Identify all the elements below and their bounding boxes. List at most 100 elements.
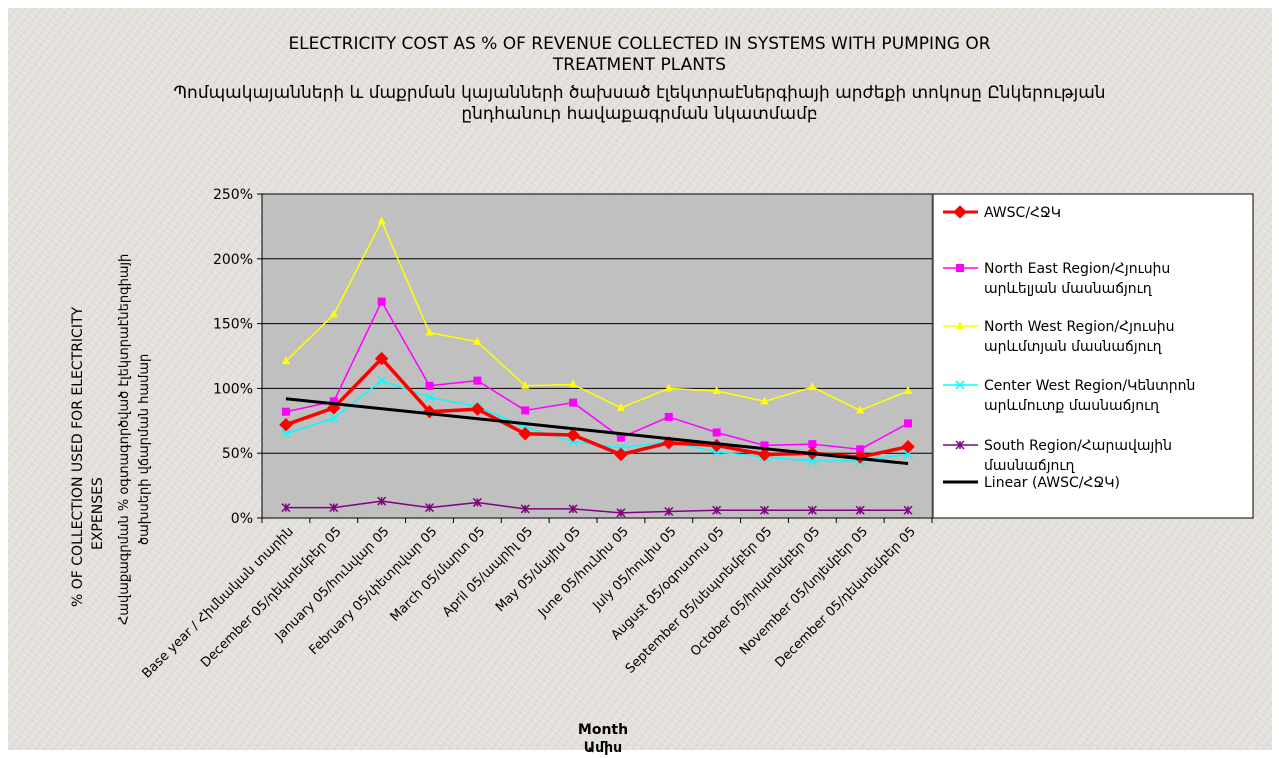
data-point-square: [760, 441, 769, 450]
data-point-square: [377, 297, 386, 306]
data-point-square: [712, 428, 721, 437]
y-axis-label-line-3: Հավաքագրման % օգտագործված էլեկտրաէներգիա…: [117, 254, 132, 625]
data-point-diamond: [279, 417, 293, 432]
y-tick-label: 100%: [213, 381, 253, 397]
legend-label: արևելյան մասնաճյուղ: [984, 281, 1153, 297]
legend-label: արևմուտք մասնաճյուղ: [984, 398, 1160, 414]
x-tick-label: May 05/մայիս 05: [493, 524, 584, 615]
grid-lines: [257, 193, 933, 523]
y-axis-label-line-1: % OF COLLECTION USED FOR ELECTRICITY: [70, 306, 86, 607]
legend-entry: North West Region/Հյուսիս արևմտյան մասնաճ…: [943, 319, 1175, 355]
data-point-star: [472, 497, 482, 507]
series-layer: [279, 216, 915, 518]
data-point-x: [424, 392, 435, 403]
legend-label: South Region/Հարավային: [984, 438, 1172, 454]
x-tick-label: July 05/հուլիս 05: [590, 524, 680, 614]
legend-label: արևմտյան մասնաճյուղ: [984, 339, 1163, 355]
trendline: [285, 397, 909, 466]
data-point-diamond: [757, 447, 772, 462]
data-point-square: [569, 398, 578, 407]
plot-area: [261, 193, 933, 519]
data-point-diamond: [566, 428, 580, 442]
data-point-triangle: [808, 382, 817, 391]
data-point-star: [377, 496, 387, 506]
data-point-star: [329, 503, 339, 513]
data-point-square: [473, 376, 482, 385]
y-axis-label-line-4: ծախսերի վճարման համար: [137, 354, 152, 545]
chart-title-line-1: ELECTRICITY COST AS % OF REVENUE COLLECT…: [288, 34, 991, 54]
data-point-square: [904, 419, 913, 428]
data-point-square: [856, 445, 865, 454]
legend-label: North East Region/Հյուսիս: [984, 261, 1170, 277]
legend-box: [932, 193, 1254, 519]
y-axis-label-line-3-wrap: Հավաքագրման % օգտագործված էլեկտրաէներգիա…: [117, 254, 132, 625]
data-point-triangle: [712, 385, 721, 394]
y-tick-label: 50%: [222, 446, 253, 462]
data-point-triangle: [569, 379, 578, 388]
chart-title-line-3: Պոմպակայանների և մաքրման կայանների ծախսա…: [173, 83, 1106, 103]
y-axis-label-line-1-wrap: % OF COLLECTION USED FOR ELECTRICITY: [70, 306, 86, 607]
data-point-star: [807, 505, 817, 515]
y-axis-label-line-2: EXPENSES: [90, 477, 106, 550]
data-point-star: [712, 505, 722, 515]
data-point-star: [759, 505, 770, 515]
data-point-square: [281, 407, 290, 416]
data-point-x: [903, 449, 913, 460]
data-point-star: [616, 508, 626, 518]
y-tick-labels: 0% 50% 100% 150% 200% 250%: [213, 187, 253, 527]
x-tick-label: April 05/ապրիլ 05: [440, 524, 536, 620]
data-point-triangle: [281, 356, 290, 365]
data-point-square: [808, 440, 817, 449]
data-point-star: [520, 504, 530, 514]
data-point-triangle: [856, 405, 865, 414]
data-point-triangle: [760, 396, 769, 405]
data-point-x: [955, 380, 965, 390]
series-line: [285, 300, 909, 451]
data-point-square: [664, 412, 673, 421]
data-point-star: [568, 504, 578, 514]
x-tick-label: June 05/հունիս 05: [535, 524, 632, 621]
legend-entry: Linear (AWSC/ՀՋԿ): [943, 475, 1120, 491]
y-tick-label: 250%: [213, 187, 253, 203]
series-4: [281, 496, 913, 518]
data-point-square: [425, 381, 434, 390]
data-point-star: [855, 505, 865, 515]
data-point-diamond: [518, 427, 532, 441]
series-1: [281, 297, 913, 454]
data-point-x: [281, 429, 291, 439]
y-tick-label: 0%: [231, 511, 253, 527]
y-axis-label-line-2-wrap: EXPENSES: [90, 477, 106, 550]
data-point-diamond: [614, 447, 628, 462]
legend-label: մասնաճյուղ: [984, 458, 1075, 474]
data-point-triangle: [616, 402, 625, 411]
data-point-triangle: [664, 383, 673, 392]
data-point-triangle: [425, 327, 434, 336]
x-axis-label-line-2: Ամիս: [584, 740, 622, 756]
series-line: [285, 220, 909, 412]
data-point-diamond: [953, 205, 967, 219]
data-point-diamond: [901, 440, 915, 454]
data-point-star: [424, 503, 435, 513]
series-2: [281, 216, 913, 414]
data-point-triangle: [329, 309, 338, 318]
data-point-square: [956, 264, 964, 272]
x-axis-label-line-1: Month: [578, 722, 628, 738]
data-point-square: [521, 406, 530, 415]
data-point-x: [377, 376, 387, 386]
series-line: [285, 500, 909, 514]
data-point-triangle: [904, 385, 913, 394]
data-point-star: [903, 505, 913, 515]
data-point-triangle: [377, 216, 386, 225]
data-point-diamond: [374, 351, 389, 366]
data-point-diamond: [470, 402, 485, 416]
y-tick-label: 200%: [213, 252, 253, 268]
trendline-layer: [285, 397, 909, 466]
legend-entry: AWSC/ՀՋԿ: [943, 205, 1061, 221]
data-point-square: [616, 433, 625, 442]
legend-label: AWSC/ՀՋԿ: [984, 205, 1061, 221]
chart-title-line-2: TREATMENT PLANTS: [552, 55, 727, 75]
legend: AWSC/ՀՋԿ North East Region/Հյուսիս արևելյա…: [943, 205, 1195, 491]
y-tick-label: 150%: [213, 317, 253, 333]
data-point-x: [329, 413, 339, 423]
